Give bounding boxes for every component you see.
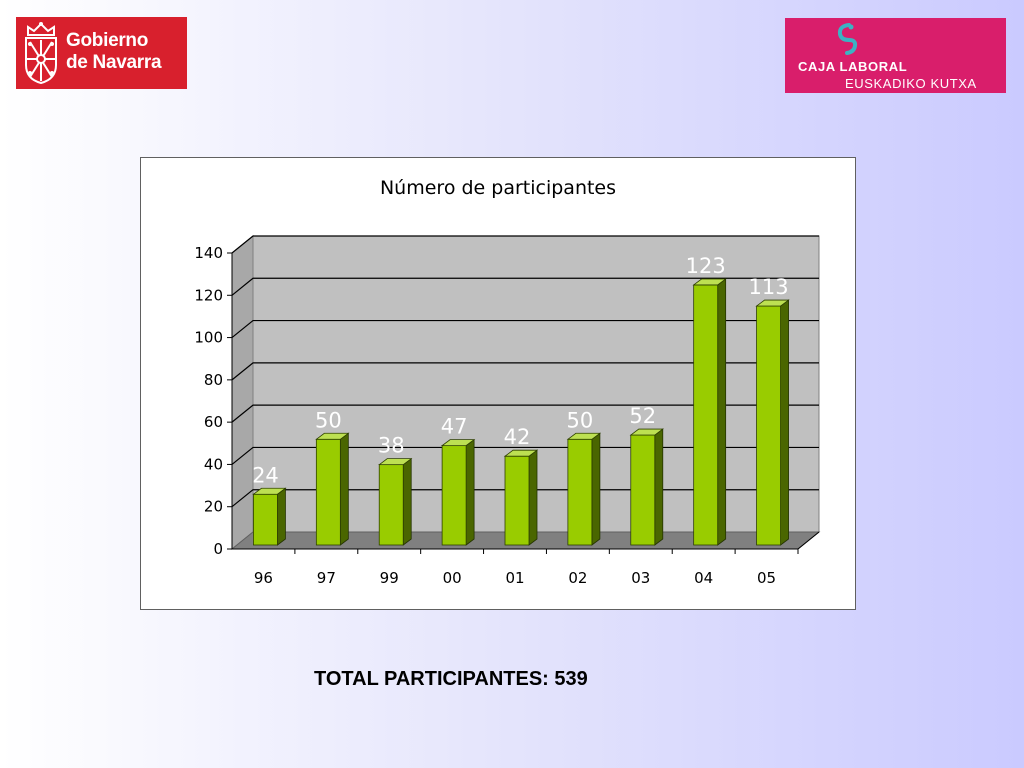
data-label: 24 — [252, 463, 279, 487]
gridlines — [231, 235, 819, 508]
plot-side-wall — [231, 234, 254, 551]
x-tick-label: 01 — [505, 569, 524, 587]
bar-front — [567, 438, 593, 546]
caja-laboral-mark-icon — [837, 23, 858, 55]
x-tick-label: 04 — [694, 569, 713, 587]
x-axis: 96 97 99 00 01 02 03 04 05 — [232, 531, 820, 587]
logo-left-line1: Gobierno — [66, 30, 149, 51]
y-tick-label: 140 — [194, 244, 223, 262]
gridline — [231, 404, 819, 423]
x-tick-label: 02 — [568, 569, 587, 587]
data-label: 123 — [686, 254, 726, 278]
data-label: 50 — [567, 408, 594, 432]
x-tick-label: 05 — [757, 569, 776, 587]
bar — [566, 432, 602, 546]
bar — [378, 457, 413, 546]
data-label: 42 — [504, 425, 531, 449]
participants-bar-chart: Número de participantes 0204060801001201… — [194, 177, 821, 587]
x-tick-label: 03 — [631, 569, 650, 587]
bar-top — [252, 487, 287, 495]
bar-top — [629, 428, 664, 436]
data-labels: 24 50 38 47 42 50 52 123 113 — [252, 254, 789, 487]
bar-top — [566, 432, 602, 440]
bar-front — [756, 305, 781, 546]
bar-side — [528, 449, 538, 546]
caja-laboral-logo: CAJA LABORAL EUSKADIKO KUTXA — [785, 18, 1006, 93]
bar-side — [339, 432, 349, 546]
gridline — [231, 319, 819, 339]
bar-side — [591, 432, 601, 546]
gridline — [231, 489, 819, 508]
x-tick-label: 97 — [317, 569, 336, 587]
gridline — [231, 277, 819, 296]
bar-top — [755, 299, 790, 307]
y-tick-label: 60 — [204, 413, 223, 431]
gridline — [231, 235, 819, 254]
bar — [503, 449, 539, 546]
y-tick-label: 40 — [204, 455, 223, 473]
data-label: 47 — [441, 415, 468, 439]
total-participants-text: TOTAL PARTICIPANTES: 539 — [314, 668, 588, 690]
y-tick-label: 0 — [213, 540, 223, 558]
bar-front — [504, 455, 530, 546]
bar-front — [253, 493, 278, 546]
bar-side — [717, 278, 727, 546]
y-tick-label: 120 — [194, 286, 223, 304]
data-label: 50 — [315, 408, 342, 432]
chart-frame: Número de participantes 0 20 40 60 80 100 120 1… — [140, 157, 856, 610]
logo-right-line1: CAJA LABORAL — [798, 59, 908, 74]
bar-side — [654, 428, 664, 546]
bar-front — [441, 445, 467, 546]
bar — [252, 487, 287, 546]
bar-front — [378, 464, 404, 546]
bar — [315, 432, 350, 546]
bar — [629, 428, 664, 546]
chart-title: Número de participantes — [380, 177, 616, 199]
bar-top — [503, 449, 539, 457]
data-label: 113 — [749, 275, 789, 299]
logo-right-line2: EUSKADIKO KUTXA — [845, 76, 977, 91]
gridline — [231, 446, 819, 465]
bar-front — [693, 284, 719, 546]
gobierno-de-navarra-wordmark: Gobierno de Navarra — [66, 30, 162, 74]
x-tick-label: 00 — [443, 569, 462, 587]
bar — [692, 278, 727, 546]
bars — [252, 278, 790, 546]
y-tick-label: 80 — [204, 371, 223, 389]
data-label: 52 — [629, 404, 656, 428]
bar-side — [780, 299, 789, 546]
bar-side — [277, 487, 286, 546]
bar-front — [315, 438, 341, 546]
navarra-coat-of-arms-icon — [25, 22, 57, 85]
bar-top — [378, 458, 413, 466]
bar-top — [692, 278, 727, 286]
logo-left-line2: de Navarra — [66, 52, 162, 73]
bar — [440, 438, 476, 546]
y-tick-label: 20 — [204, 498, 223, 516]
x-tick-label: 99 — [380, 569, 399, 587]
data-label: 38 — [378, 434, 405, 458]
bar — [755, 299, 790, 546]
y-axis: 0 20 40 60 80 100 120 140 — [194, 244, 233, 558]
bar-top — [440, 439, 476, 447]
gridline — [231, 362, 819, 381]
x-axis-depth-line — [797, 531, 820, 550]
x-tick-label: 96 — [254, 569, 273, 587]
bar-front — [630, 434, 656, 546]
bar-top — [315, 432, 350, 440]
y-tick-label: 100 — [194, 329, 223, 347]
bar-side — [465, 438, 475, 546]
gobierno-de-navarra-logo: Gobierno de Navarra — [16, 17, 187, 89]
bar-side — [402, 457, 412, 546]
plot-background — [230, 234, 821, 551]
